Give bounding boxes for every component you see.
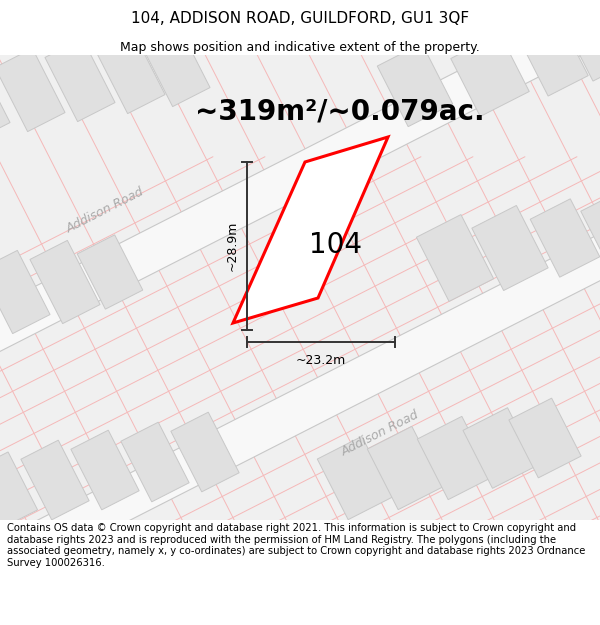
Text: ~319m²/~0.079ac.: ~319m²/~0.079ac. [195,98,485,126]
Polygon shape [0,452,38,528]
Polygon shape [171,412,239,492]
Polygon shape [0,51,600,625]
Polygon shape [0,58,10,142]
Polygon shape [367,426,443,509]
Text: Contains OS data © Crown copyright and database right 2021. This information is : Contains OS data © Crown copyright and d… [7,523,586,568]
Polygon shape [0,0,600,534]
Polygon shape [581,196,600,264]
Polygon shape [451,34,529,116]
Polygon shape [71,430,139,510]
Polygon shape [95,31,165,114]
Polygon shape [416,214,494,301]
Text: ~28.9m: ~28.9m [226,221,239,271]
Text: Addison Road: Addison Road [339,408,421,458]
Polygon shape [522,24,588,96]
Polygon shape [417,416,493,499]
Polygon shape [463,408,537,488]
Polygon shape [0,251,50,334]
Polygon shape [377,43,453,127]
Text: 104, ADDISON ROAD, GUILDFORD, GU1 3QF: 104, ADDISON ROAD, GUILDFORD, GU1 3QF [131,11,469,26]
Text: Map shows position and indicative extent of the property.: Map shows position and indicative extent… [120,41,480,54]
Polygon shape [45,38,115,122]
Polygon shape [21,440,89,520]
Polygon shape [0,48,65,132]
Polygon shape [121,422,189,502]
Text: 104: 104 [310,231,362,259]
Polygon shape [140,23,210,107]
Polygon shape [30,241,100,324]
Polygon shape [233,137,388,323]
Polygon shape [472,206,548,291]
Polygon shape [570,23,600,81]
Text: Addison Road: Addison Road [64,185,146,235]
Polygon shape [509,398,581,478]
Polygon shape [77,235,143,309]
Polygon shape [530,199,600,277]
Polygon shape [317,436,393,519]
Text: ~23.2m: ~23.2m [296,354,346,367]
